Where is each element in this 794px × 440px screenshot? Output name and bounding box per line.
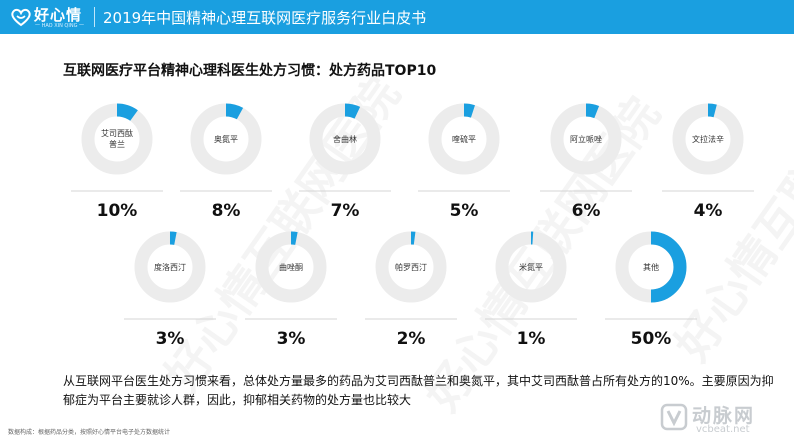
donut-slice — [169, 231, 177, 245]
value-label: 6% — [572, 201, 601, 221]
donut-4: 喹硫平 5% — [418, 103, 510, 221]
value-label: 3% — [277, 329, 306, 349]
drug-label-line2: 普兰 — [109, 139, 125, 149]
value-label: 3% — [156, 329, 185, 349]
report-title: 2019年中国精神心理互联网医疗服务行业白皮书 — [103, 9, 427, 27]
drug-label: 帕罗西汀 — [395, 262, 427, 272]
drug-label: 曲唑酮 — [279, 262, 303, 272]
donut-6: 文拉法辛 4% — [662, 103, 754, 221]
value-label: 10% — [97, 201, 138, 221]
logo-name: 好心情 — [34, 6, 83, 24]
donut-11: 其他 50% — [605, 231, 697, 349]
value-label: 5% — [450, 201, 479, 221]
donut-slice — [225, 103, 244, 120]
header-divider — [94, 7, 95, 27]
drug-label: 米氮平 — [519, 262, 543, 272]
brand-logo-icon — [660, 403, 688, 431]
header-bar: 好心情 一 HAO XIN QING 一 2019年中国精神心理互联网医疗服务行… — [0, 0, 794, 34]
source-note: 数据构成：根据药品分类，按照好心情平台电子处方数据统计 — [8, 429, 171, 436]
donut-2: 奥氮平 8% — [180, 103, 272, 221]
donut-slice — [344, 103, 361, 119]
donut-slice — [463, 103, 475, 118]
value-label: 8% — [212, 201, 241, 221]
summary-text: 从互联网平台医生处方习惯来看，总体处方量最多的药品为艾司西酞普兰和奥氮平，其中艾… — [63, 374, 774, 407]
value-label: 2% — [397, 329, 426, 349]
donut-10: 米氮平 1% — [485, 231, 577, 349]
value-label: 7% — [331, 201, 360, 221]
logo-subtext: 一 HAO XIN QING 一 — [35, 23, 85, 29]
donut-track — [81, 103, 153, 175]
value-label: 50% — [631, 329, 672, 349]
donut-8: 曲唑酮 3% — [245, 231, 337, 349]
brand-watermark: 动脉网 vcbeat.net — [660, 399, 790, 437]
drug-label-line1: 艾司西酞 — [101, 128, 133, 138]
donut-9: 帕罗西汀 2% — [365, 231, 457, 349]
drug-label: 喹硫平 — [452, 134, 476, 144]
brand-name: 动脉网 — [692, 405, 756, 427]
chart-title: 互联网医疗平台精神心理科医生处方习惯：处方药品TOP10 — [63, 63, 437, 79]
donut-slice — [650, 231, 687, 303]
drug-label: 舍曲林 — [333, 134, 357, 144]
logo: 好心情 一 HAO XIN QING 一 — [10, 3, 88, 31]
donut-slice — [585, 103, 600, 119]
drug-label: 阿立哌唑 — [570, 134, 602, 144]
donut-slice — [116, 103, 138, 122]
donut-slice — [707, 103, 717, 118]
drug-label: 度洛西汀 — [154, 262, 186, 272]
donut-slice — [290, 231, 298, 245]
drug-label: 文拉法辛 — [692, 134, 724, 144]
drug-label: 其他 — [643, 262, 659, 272]
drug-label: 奥氮平 — [214, 134, 238, 144]
donut-5: 阿立哌唑 6% — [540, 103, 632, 221]
donut-7: 度洛西汀 3% — [124, 231, 216, 349]
value-label: 4% — [694, 201, 723, 221]
heart-icon — [11, 8, 31, 27]
donut-3: 舍曲林 7% — [299, 103, 391, 221]
donut-1: 艾司西酞普兰 10% — [71, 103, 163, 221]
brand-url: vcbeat.net — [696, 424, 750, 435]
value-label: 1% — [517, 329, 546, 349]
